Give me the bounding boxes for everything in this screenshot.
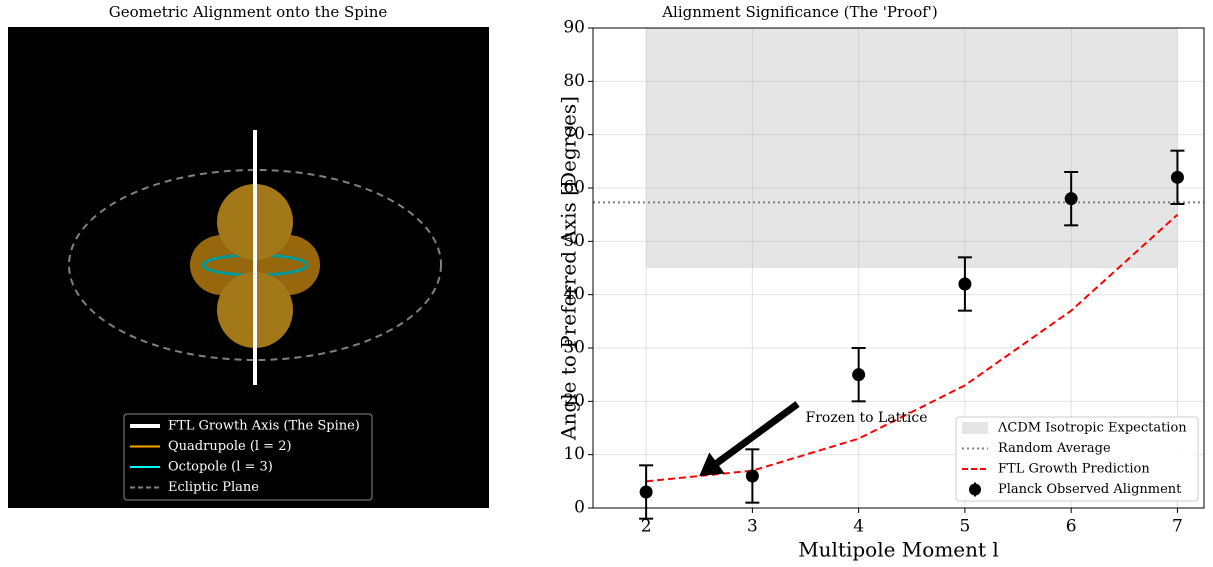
y-tick-label: 80: [563, 71, 585, 91]
legend-label: ΛCDM Isotropic Expectation: [997, 421, 1187, 436]
y-tick-label: 20: [563, 391, 585, 411]
data-point: [958, 277, 972, 291]
ecliptic-plane: [68, 169, 442, 361]
axes-frame: [592, 27, 1205, 509]
data-point: [745, 469, 759, 483]
arrow-shaft: [714, 401, 800, 466]
annotation: Frozen to Lattice: [806, 410, 928, 426]
y-tick-label: 50: [563, 231, 585, 251]
x-tick-label: 3: [747, 517, 758, 537]
legend-label: Quadrupole (l = 2): [168, 439, 292, 454]
prediction-line: [646, 213, 1179, 483]
y-tick-label: 30: [563, 338, 585, 358]
data-point: [639, 485, 653, 499]
y-tick-label: 0: [574, 498, 585, 518]
legend-label: Random Average: [998, 441, 1111, 456]
legend-box: [123, 413, 373, 501]
x-tick-label: 5: [959, 517, 970, 537]
legend-label: FTL Growth Prediction: [998, 462, 1150, 477]
left-title: Geometric Alignment onto the Spine: [109, 3, 388, 21]
legend-swatch: [969, 483, 981, 496]
legend-label: Octopole (l = 3): [168, 460, 273, 475]
x-tick-label: 4: [853, 517, 864, 537]
legend-label: Ecliptic Plane: [168, 480, 259, 495]
legend-label: FTL Growth Axis (The Spine): [168, 419, 360, 434]
y-tick-label: 10: [563, 444, 585, 464]
x-tick-label: 7: [1172, 517, 1183, 537]
arrow-head: [699, 452, 725, 476]
y-tick-label: 60: [563, 178, 585, 198]
legend-label: Planck Observed Alignment: [998, 482, 1182, 497]
x-tick-label: 6: [1066, 517, 1077, 537]
legend-swatch: [962, 422, 988, 434]
right-title: Alignment Significance (The 'Proof'): [661, 3, 938, 21]
y-tick-label: 40: [563, 284, 585, 304]
data-point: [852, 368, 866, 382]
y-axis-label: Angle to Preferred Axis [Degrees]: [557, 96, 581, 441]
x-axis-label: Multipole Moment l: [798, 538, 999, 562]
lobes: [190, 184, 320, 348]
legend-box: [955, 416, 1199, 502]
y-tick-label: 70: [563, 124, 585, 144]
y-tick-label: 90: [563, 18, 585, 38]
x-tick-label: 2: [641, 517, 652, 537]
band: [646, 28, 1178, 268]
data-point: [1170, 170, 1184, 184]
data-point: [1064, 192, 1078, 206]
